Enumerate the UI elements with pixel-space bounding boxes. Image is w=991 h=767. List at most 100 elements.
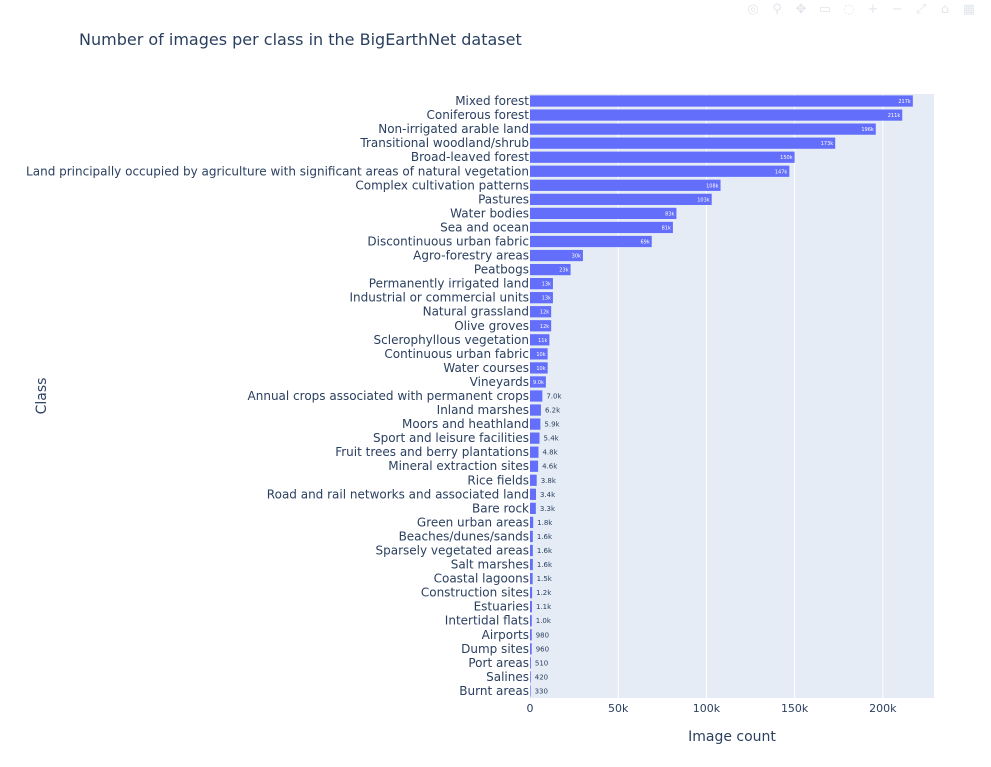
zoom-icon[interactable]: ⚲ bbox=[772, 2, 782, 17]
bar bbox=[530, 165, 790, 177]
lasso-icon[interactable]: ◌ bbox=[843, 2, 855, 17]
bar bbox=[530, 629, 532, 641]
y-tick-label: Sclerophyllous vegetation bbox=[374, 333, 529, 347]
zoom-out-icon[interactable]: − bbox=[891, 2, 903, 17]
y-tick-label: Agro-forestry areas bbox=[413, 249, 529, 263]
bar bbox=[530, 207, 677, 220]
data-label: 69k bbox=[640, 239, 649, 245]
bar bbox=[530, 572, 533, 585]
data-label: 1.6k bbox=[537, 561, 553, 569]
y-tick-label: Permanently irrigated land bbox=[369, 277, 529, 291]
bar bbox=[530, 137, 836, 149]
y-tick-label: Mixed forest bbox=[455, 94, 529, 108]
y-axis-label: Class bbox=[34, 378, 50, 415]
y-tick-label: Vineyards bbox=[470, 375, 529, 389]
y-tick-label: Industrial or commercial units bbox=[350, 291, 530, 305]
bar bbox=[530, 249, 583, 262]
bar bbox=[530, 418, 541, 430]
y-tick-label: Broad-leaved forest bbox=[411, 150, 529, 164]
data-label: 5.9k bbox=[544, 421, 560, 429]
bar bbox=[530, 516, 534, 529]
bar bbox=[530, 235, 652, 248]
y-tick-label: Beaches/dunes/sands bbox=[399, 529, 529, 543]
data-label: 1.1k bbox=[536, 603, 552, 611]
data-label: 108k bbox=[706, 183, 719, 189]
bar bbox=[530, 404, 541, 416]
data-label: 3.8k bbox=[541, 477, 557, 485]
y-tick-label: Salt marshes bbox=[451, 558, 529, 572]
data-label: 5.4k bbox=[544, 435, 560, 443]
y-tick-label: Complex cultivation patterns bbox=[355, 178, 529, 192]
logo-icon[interactable]: ▦ bbox=[962, 2, 976, 17]
data-label: 1.8k bbox=[537, 519, 553, 527]
bar bbox=[530, 151, 795, 163]
bar bbox=[530, 657, 531, 669]
bar bbox=[530, 601, 532, 613]
y-tick-label: Green urban areas bbox=[417, 515, 529, 529]
data-label: 9.0k bbox=[533, 380, 544, 386]
bar bbox=[530, 306, 552, 318]
x-tick-label: 50k bbox=[608, 702, 629, 715]
y-tick-label: Water bodies bbox=[450, 206, 529, 220]
y-tick-label: Road and rail networks and associated la… bbox=[267, 487, 529, 501]
bar bbox=[530, 334, 550, 346]
y-tick-label: Sparsely vegetated areas bbox=[376, 544, 529, 558]
x-tick-labels: 0 50k 100k 150k 200k bbox=[527, 702, 898, 715]
bar bbox=[530, 362, 548, 374]
data-label: 211k bbox=[888, 113, 901, 119]
bar bbox=[530, 544, 533, 557]
bar bbox=[530, 376, 546, 388]
data-label: 147k bbox=[775, 169, 788, 175]
autoscale-icon[interactable]: ⤢ bbox=[915, 2, 927, 17]
data-label: 103k bbox=[697, 197, 710, 203]
bar bbox=[530, 615, 532, 627]
y-tick-label: Inland marshes bbox=[437, 403, 529, 417]
bar bbox=[530, 221, 673, 234]
data-labels: 217k 211k 196k 173k 150k 147k 108k 103k 83k 81k 69… bbox=[533, 99, 911, 695]
bars bbox=[530, 95, 913, 697]
data-label: 1.5k bbox=[537, 575, 553, 583]
bar bbox=[530, 263, 571, 276]
zoom-in-icon[interactable]: + bbox=[867, 2, 879, 17]
reset-icon[interactable]: ⌂ bbox=[940, 2, 950, 17]
y-tick-label: Coniferous forest bbox=[426, 108, 529, 122]
data-label: 150k bbox=[780, 155, 793, 161]
bar bbox=[530, 292, 553, 304]
x-axis-label: Image count bbox=[688, 729, 776, 745]
select-icon[interactable]: ▭ bbox=[818, 2, 832, 17]
y-tick-label: Burnt areas bbox=[459, 684, 529, 698]
y-tick-label: Water courses bbox=[443, 361, 529, 375]
y-tick-label: Non-irrigated arable land bbox=[378, 122, 529, 136]
x-tick-label: 100k bbox=[693, 702, 721, 715]
data-label: 980 bbox=[536, 631, 549, 639]
data-label: 6.2k bbox=[545, 407, 561, 415]
data-label: 960 bbox=[536, 645, 549, 653]
pan-icon[interactable]: ✥ bbox=[795, 2, 807, 17]
bar bbox=[530, 558, 533, 571]
bar bbox=[530, 530, 533, 543]
data-label: 1.6k bbox=[537, 533, 553, 541]
modebar: ◎ ⚲ ✥ ▭ ◌ + − ⤢ ⌂ ▦ bbox=[745, 2, 977, 17]
y-tick-label: Land principally occupied by agriculture… bbox=[26, 164, 529, 178]
y-tick-label: Intertidal flats bbox=[445, 614, 529, 628]
y-tick-label: Peatbogs bbox=[474, 263, 529, 277]
data-label: 330 bbox=[535, 687, 548, 695]
bar bbox=[530, 587, 533, 599]
y-tick-label: Airports bbox=[482, 628, 529, 642]
data-label: 1.0k bbox=[536, 617, 552, 625]
x-tick-label: 150k bbox=[781, 702, 809, 715]
bar bbox=[530, 488, 536, 500]
y-tick-label: Rice fields bbox=[467, 473, 529, 487]
bar bbox=[530, 432, 540, 444]
data-label: 3.4k bbox=[540, 491, 556, 499]
data-label: 30k bbox=[572, 254, 581, 260]
data-label: 10k bbox=[536, 352, 545, 358]
camera-icon[interactable]: ◎ bbox=[747, 2, 759, 17]
y-tick-label: Salines bbox=[486, 670, 529, 684]
data-label: 13k bbox=[542, 282, 551, 288]
bar bbox=[530, 671, 531, 683]
bar bbox=[530, 643, 532, 655]
data-label: 1.6k bbox=[537, 547, 553, 555]
